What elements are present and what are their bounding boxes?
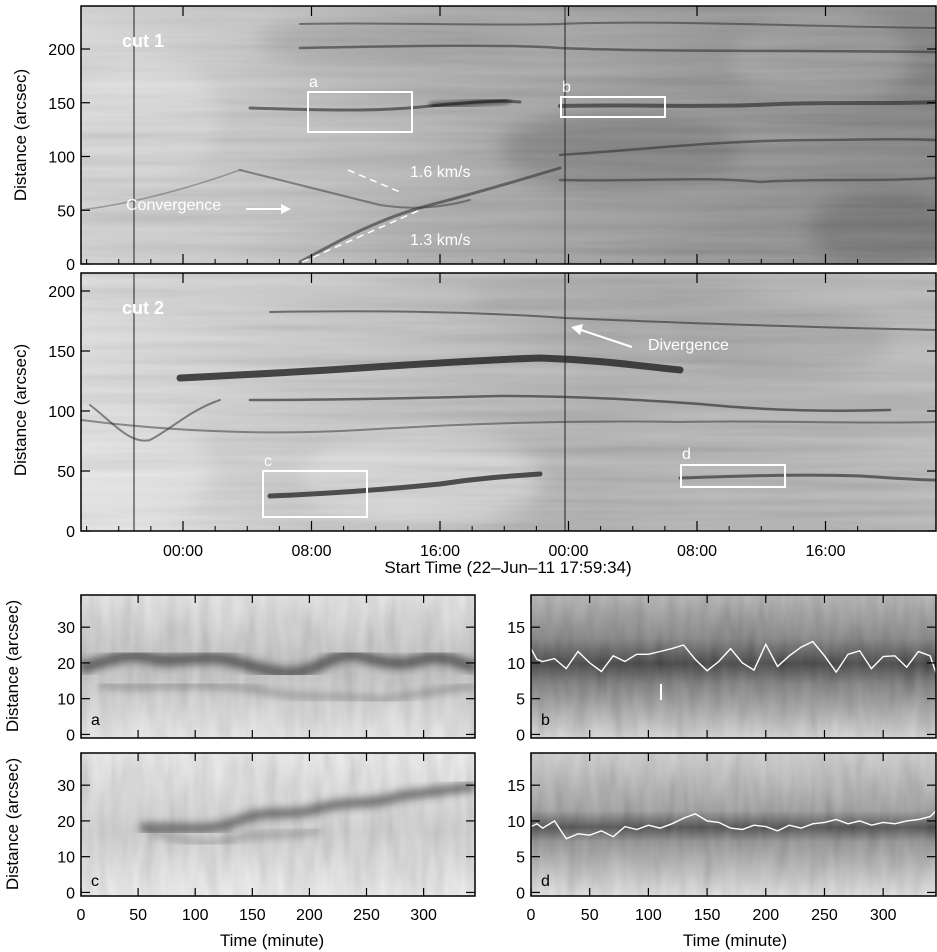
cut2-xtick-label: 08:00 (677, 543, 717, 560)
c-xtick-label: 250 (353, 907, 380, 924)
b-panel-label: b (541, 712, 550, 729)
divergence-arrow (571, 324, 633, 348)
cut2-ytick-label: 150 (48, 344, 75, 361)
c-ytick-label: 30 (57, 778, 75, 795)
cut2-xtick-label: 16:00 (805, 543, 845, 560)
d-panel-label: d (541, 873, 550, 890)
cut2-xtick-label: 00:00 (548, 543, 588, 560)
panel-a: 0 10 20 30 a Distance (arcsec) (3, 594, 476, 744)
b-ytick-label: 5 (516, 692, 525, 709)
panel-b: 0 5 10 15 b (507, 594, 937, 744)
b-ytick-label: 10 (507, 656, 525, 673)
cut2-image (81, 273, 936, 531)
cut2-xtick-label: 16:00 (420, 543, 460, 560)
cut1-ytick-label: 200 (48, 42, 75, 59)
cut1-ytick-label: 50 (57, 203, 75, 220)
a-ytick-label: 10 (57, 692, 75, 709)
c-xtick-label: 150 (239, 907, 266, 924)
cut2-xtick-label: 08:00 (291, 543, 331, 560)
d-xtick-label: 250 (811, 907, 838, 924)
box-c (262, 470, 368, 518)
b-ytick-label: 15 (507, 620, 525, 637)
d-xtick-label: 50 (581, 907, 599, 924)
c-xtick-label: 200 (296, 907, 323, 924)
b-ticks: 0 5 10 15 (507, 595, 936, 744)
c-xlabel: Time (minute) (220, 931, 324, 950)
cut2-panel-label: cut 2 (122, 298, 164, 318)
a-ticks: 0 10 20 30 (57, 595, 475, 744)
d-ytick-label: 15 (507, 778, 525, 795)
box-c-label: c (264, 453, 272, 470)
a-ytick-label: 30 (57, 620, 75, 637)
a-panel-label: a (91, 712, 100, 729)
cut1-image (81, 6, 936, 264)
divergence-label: Divergence (648, 337, 729, 354)
cut1-panel-label: cut 1 (122, 31, 164, 51)
box-b-label: b (562, 79, 571, 96)
convergence-arrow (246, 204, 291, 214)
d-xtick-label: 300 (870, 907, 897, 924)
speed-lower-label: 1.3 km/s (410, 232, 470, 249)
box-d (680, 464, 786, 488)
box-a-label: a (309, 74, 318, 91)
box-d-label: d (682, 446, 691, 463)
cut1-ytick-label: 0 (66, 257, 75, 274)
c-ytick-label: 0 (66, 885, 75, 902)
panel-cut2: 0 50 100 150 200 00:00 08:00 16:00 00:00 08:00 16:… (11, 272, 937, 577)
d-xtick-label: 0 (527, 907, 536, 924)
c-xtick-label: 300 (410, 907, 437, 924)
cut1-ylabel: Distance (arcsec) (11, 69, 30, 201)
cut2-ytick-label: 50 (57, 464, 75, 481)
d-series-line (531, 810, 936, 840)
panel-cut1: 0 50 100 150 200 cut 1 a b Convergence 1.6 k… (11, 5, 937, 274)
d-xtick-label: 100 (635, 907, 662, 924)
c-xtick-label: 50 (129, 907, 147, 924)
d-ytick-label: 5 (516, 850, 525, 867)
d-xtick-label: 200 (752, 907, 779, 924)
a-ytick-label: 20 (57, 656, 75, 673)
c-ytick-label: 20 (57, 814, 75, 831)
cut2-xtick-label: 00:00 (163, 543, 203, 560)
d-xlabel: Time (minute) (683, 931, 787, 950)
cut2-ylabel: Distance (arcsec) (11, 344, 30, 476)
cut2-xlabel: Start Time (22–Jun–11 17:59:34) (384, 558, 631, 577)
a-ytick-label: 0 (66, 727, 75, 744)
c-panel-label: c (91, 873, 99, 890)
cut2-ytick-label: 0 (66, 524, 75, 541)
b-series-line (531, 640, 936, 674)
cut2-ticks: 0 50 100 150 200 00:00 08:00 16:00 00:00 08:00 16:… (48, 273, 936, 560)
speed-line-lower (301, 209, 421, 263)
cut2-ytick-label: 200 (48, 284, 75, 301)
speed-line-upper (347, 169, 401, 193)
c-xtick-label: 100 (182, 907, 209, 924)
c-xtick-label: 0 (77, 907, 86, 924)
cut2-ytick-label: 100 (48, 404, 75, 421)
box-a (307, 91, 413, 133)
cut1-ticks: 0 50 100 150 200 (48, 6, 936, 274)
d-ytick-label: 10 (507, 814, 525, 831)
d-ytick-label: 0 (516, 885, 525, 902)
b-ytick-label: 0 (516, 727, 525, 744)
speed-upper-label: 1.6 km/s (410, 164, 470, 181)
cut1-ytick-label: 150 (48, 96, 75, 113)
d-xtick-label: 150 (694, 907, 721, 924)
c-ylabel: Distance (arcsec) (3, 758, 22, 890)
box-b (560, 96, 666, 118)
a-ylabel: Distance (arcsec) (3, 600, 22, 732)
cut1-ytick-label: 100 (48, 150, 75, 167)
convergence-label: Convergence (126, 197, 221, 214)
c-ytick-label: 10 (57, 850, 75, 867)
